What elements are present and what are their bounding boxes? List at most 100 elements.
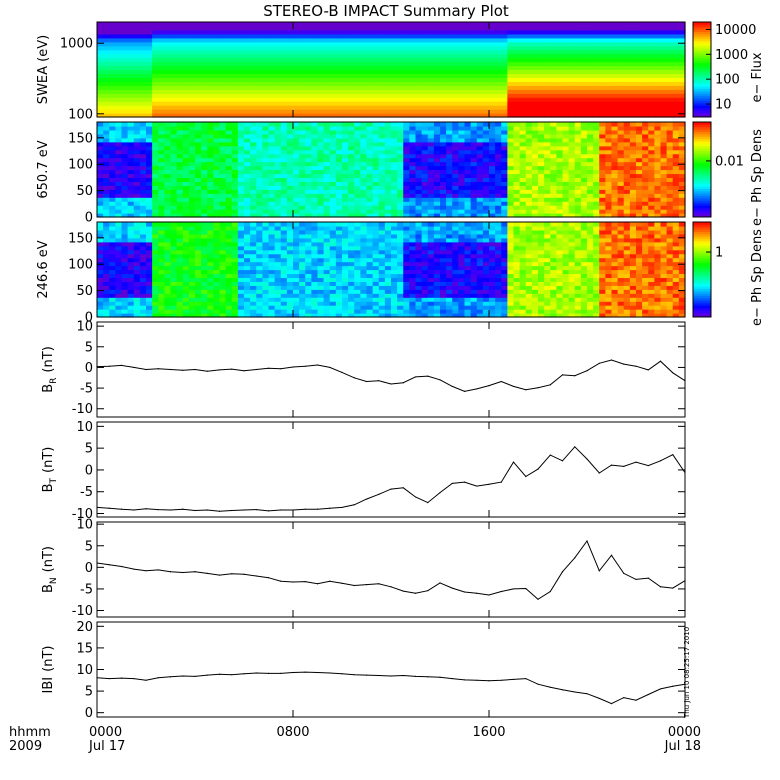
heatmap-cell — [305, 125, 312, 131]
heatmap-cell — [268, 57, 276, 63]
heatmap-cell — [556, 25, 564, 31]
heatmap-cell — [262, 157, 270, 163]
heatmap-cell — [109, 181, 116, 186]
heatmap-cell — [580, 113, 588, 118]
heatmap-cell — [397, 129, 404, 135]
heatmap-cell — [262, 181, 270, 186]
heatmap-cell — [648, 61, 655, 67]
heatmap-cell — [446, 113, 453, 118]
heatmap-cell — [305, 213, 312, 218]
heatmap-cell — [678, 109, 686, 114]
heatmap-cell — [519, 85, 527, 90]
heatmap-cell — [354, 105, 361, 110]
heatmap-cell — [164, 169, 172, 175]
heatmap-cell — [544, 161, 551, 167]
heatmap-cell — [329, 33, 337, 39]
heatmap-cell — [176, 181, 184, 186]
heatmap-cell — [648, 113, 655, 118]
heatmap-cell — [250, 173, 257, 179]
heatmap-cell — [397, 181, 404, 186]
heatmap-cell — [158, 185, 165, 190]
heatmap-cell — [164, 45, 172, 51]
heatmap-cell — [513, 185, 521, 190]
heatmap-cell — [501, 177, 508, 182]
heatmap-cell — [446, 125, 453, 131]
heatmap-cell — [666, 157, 674, 163]
heatmap-cell — [599, 53, 606, 59]
heatmap-cell — [476, 177, 484, 182]
heatmap-cell — [556, 109, 564, 114]
heatmap-cell — [170, 45, 178, 51]
heatmap-cell — [433, 201, 441, 206]
heatmap-cell — [531, 69, 539, 75]
heatmap-cell — [103, 297, 110, 302]
heatmap-cell — [305, 137, 312, 143]
heatmap-cell — [335, 181, 343, 186]
heatmap-cell — [335, 89, 343, 94]
heatmap-cell — [574, 177, 582, 182]
heatmap-cell — [348, 193, 355, 198]
heatmap-cell — [501, 153, 508, 159]
heatmap-cell — [495, 25, 502, 31]
heatmap-cell — [617, 213, 625, 218]
heatmap-cell — [587, 73, 594, 79]
heatmap-cell — [636, 213, 643, 218]
heatmap-cell — [660, 81, 668, 86]
heatmap-cell — [593, 181, 600, 186]
heatmap-cell — [293, 145, 300, 151]
heatmap-cell — [115, 61, 123, 67]
heatmap-cell — [139, 281, 147, 286]
heatmap-cell — [305, 33, 312, 39]
heatmap-cell — [611, 173, 619, 179]
heatmap-cell — [286, 133, 294, 139]
heatmap-cell — [421, 129, 429, 135]
heatmap-cell — [446, 213, 453, 218]
heatmap-cell — [268, 157, 276, 163]
heatmap-cell — [274, 85, 282, 90]
heatmap-cell — [139, 149, 147, 155]
heatmap-cell — [97, 133, 104, 139]
heatmap-cell — [636, 57, 643, 63]
heatmap-cell — [507, 77, 515, 82]
heatmap-cell — [262, 77, 270, 82]
heatmap-cell — [458, 81, 466, 86]
heatmap-cell — [629, 33, 637, 39]
heatmap-cell — [133, 253, 141, 259]
heatmap-cell — [427, 81, 435, 86]
heatmap-cell — [188, 213, 196, 218]
heatmap-cell — [195, 161, 202, 167]
heatmap-cell — [384, 85, 392, 90]
heatmap-cell — [507, 57, 515, 63]
heatmap-cell — [593, 109, 600, 114]
heatmap-cell — [274, 189, 282, 194]
heatmap-cell — [587, 29, 594, 35]
heatmap-cell — [648, 29, 655, 35]
heatmap-cell — [531, 61, 539, 67]
heatmap-cell — [256, 129, 263, 135]
heatmap-cell — [397, 177, 404, 182]
heatmap-cell — [335, 193, 343, 198]
heatmap-cell — [470, 105, 478, 110]
colorbar-tick-label: 0.01 — [715, 154, 744, 169]
heatmap-cell — [464, 77, 472, 82]
heatmap-cell — [556, 173, 564, 179]
heatmap-cell — [152, 197, 159, 202]
heatmap-cell — [305, 133, 312, 139]
heatmap-cell — [593, 197, 600, 202]
heatmap-cell — [519, 209, 527, 214]
heatmap-cell — [587, 165, 594, 171]
heatmap-cell — [127, 77, 135, 82]
heatmap-cell — [519, 97, 527, 102]
heatmap-cell — [121, 281, 129, 286]
heatmap-cell — [648, 81, 655, 86]
heatmap-cell — [182, 137, 190, 143]
heatmap-cell — [311, 93, 319, 98]
heatmap-cell — [415, 77, 423, 82]
heatmap-cell — [427, 73, 435, 79]
heatmap-cell — [244, 45, 251, 51]
heatmap-cell — [231, 81, 239, 86]
heatmap-cell — [384, 209, 392, 214]
heatmap-cell — [250, 45, 257, 51]
heatmap-cell — [158, 129, 165, 135]
heatmap-cell — [403, 125, 410, 131]
